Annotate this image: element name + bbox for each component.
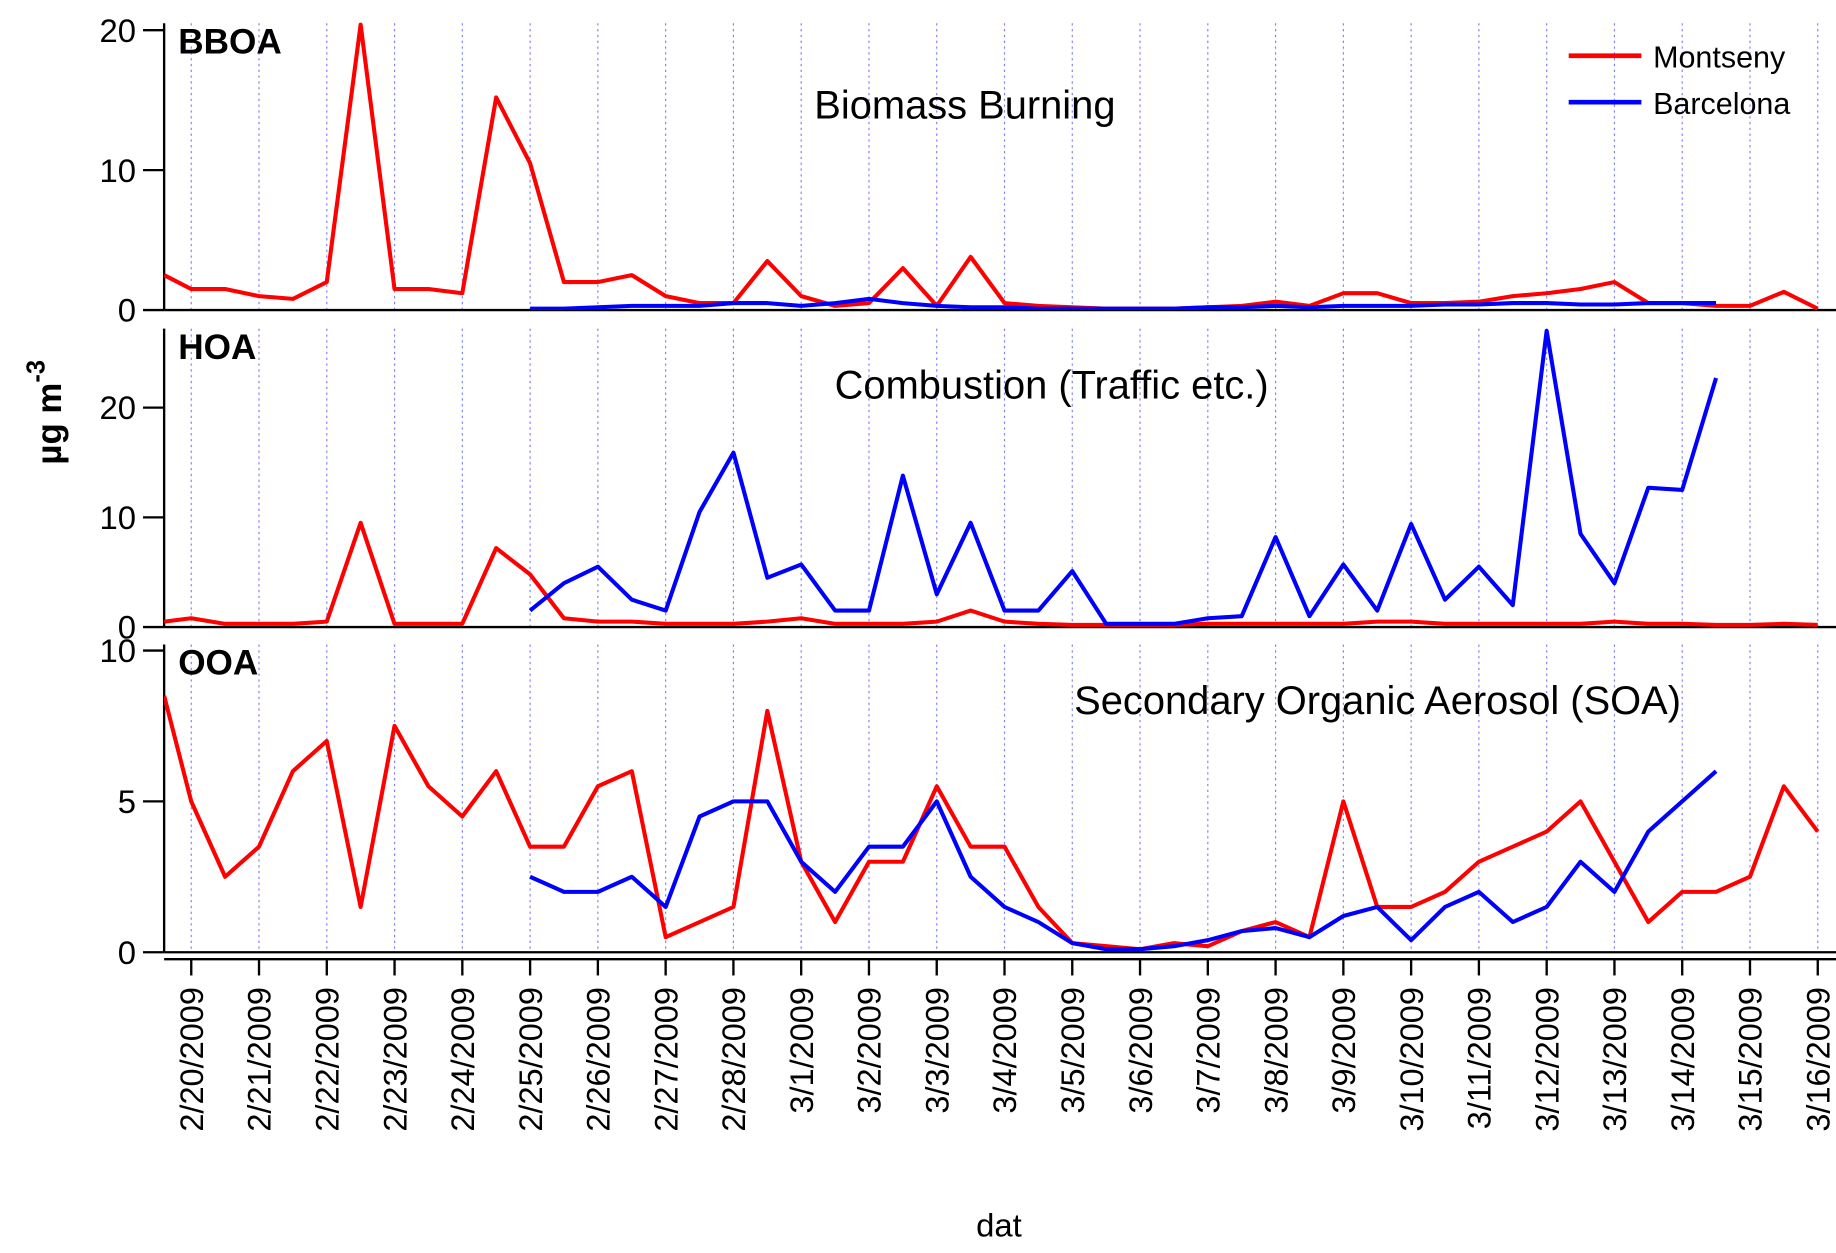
y-tick-label: 10 bbox=[99, 632, 136, 669]
y-tick-label: 0 bbox=[118, 609, 136, 646]
x-tick-label: 3/4/2009 bbox=[986, 987, 1023, 1114]
x-tick-label: 2/24/2009 bbox=[444, 987, 481, 1132]
panel-label: OOA bbox=[178, 644, 258, 683]
annotation: Secondary Organic Aerosol (SOA) bbox=[1074, 679, 1681, 723]
series-line bbox=[529, 769, 1718, 952]
legend-label: Montseny bbox=[1653, 41, 1786, 74]
series-line bbox=[164, 695, 1820, 952]
x-tick-label: 3/15/2009 bbox=[1732, 987, 1769, 1132]
y-tick-label: 5 bbox=[118, 783, 136, 820]
x-tick-label: 2/28/2009 bbox=[715, 987, 752, 1132]
x-tick-label: 3/8/2009 bbox=[1257, 987, 1294, 1114]
series-line bbox=[528, 328, 1719, 626]
x-tick-label: 3/14/2009 bbox=[1664, 987, 1701, 1132]
x-tick-label: 2/26/2009 bbox=[579, 987, 616, 1132]
x-tick-label: 3/1/2009 bbox=[783, 987, 820, 1114]
y-axis-label-exponent: -3 bbox=[22, 360, 50, 383]
y-tick-label: 0 bbox=[118, 934, 136, 971]
x-axis-label: dat bbox=[976, 1207, 1022, 1244]
x-tick-label: 3/9/2009 bbox=[1325, 987, 1362, 1114]
x-tick-label: 2/27/2009 bbox=[647, 987, 684, 1132]
y-axis-label: µg m-3 bbox=[22, 360, 69, 465]
x-tick-label: 3/13/2009 bbox=[1596, 987, 1633, 1132]
x-tick-label: 3/2/2009 bbox=[851, 987, 888, 1114]
series-line bbox=[164, 22, 1819, 311]
annotation: Biomass Burning bbox=[814, 84, 1115, 128]
x-tick-label: 2/20/2009 bbox=[173, 987, 210, 1132]
y-tick-label: 0 bbox=[118, 292, 136, 329]
series-line bbox=[530, 296, 1717, 311]
y-tick-label: 10 bbox=[99, 499, 136, 536]
legend-label: Barcelona bbox=[1653, 88, 1790, 121]
panel-label: BBOA bbox=[178, 23, 282, 62]
series-line bbox=[164, 520, 1818, 627]
y-axis-label-unit: µg m bbox=[30, 383, 69, 465]
x-tick-label: 3/5/2009 bbox=[1054, 987, 1091, 1114]
y-tick-label: 20 bbox=[99, 389, 136, 426]
panel-label: HOA bbox=[178, 328, 256, 367]
x-tick-label: 2/23/2009 bbox=[376, 987, 413, 1132]
x-tick-label: 3/11/2009 bbox=[1460, 987, 1497, 1129]
x-tick-label: 2/25/2009 bbox=[512, 987, 549, 1132]
x-tick-label: 2/21/2009 bbox=[241, 987, 278, 1132]
x-tick-label: 3/10/2009 bbox=[1393, 987, 1430, 1132]
x-tick-label: 3/12/2009 bbox=[1528, 987, 1565, 1132]
y-tick-label: 20 bbox=[99, 12, 136, 49]
x-tick-label: 3/6/2009 bbox=[1122, 987, 1159, 1114]
x-tick-label: 3/3/2009 bbox=[918, 987, 955, 1114]
x-tick-label: 3/7/2009 bbox=[1189, 987, 1226, 1114]
x-tick-label: 3/16/2009 bbox=[1799, 987, 1836, 1132]
x-tick-label: 2/22/2009 bbox=[308, 987, 345, 1132]
y-tick-label: 10 bbox=[99, 152, 136, 189]
annotation: Combustion (Traffic etc.) bbox=[835, 363, 1269, 407]
